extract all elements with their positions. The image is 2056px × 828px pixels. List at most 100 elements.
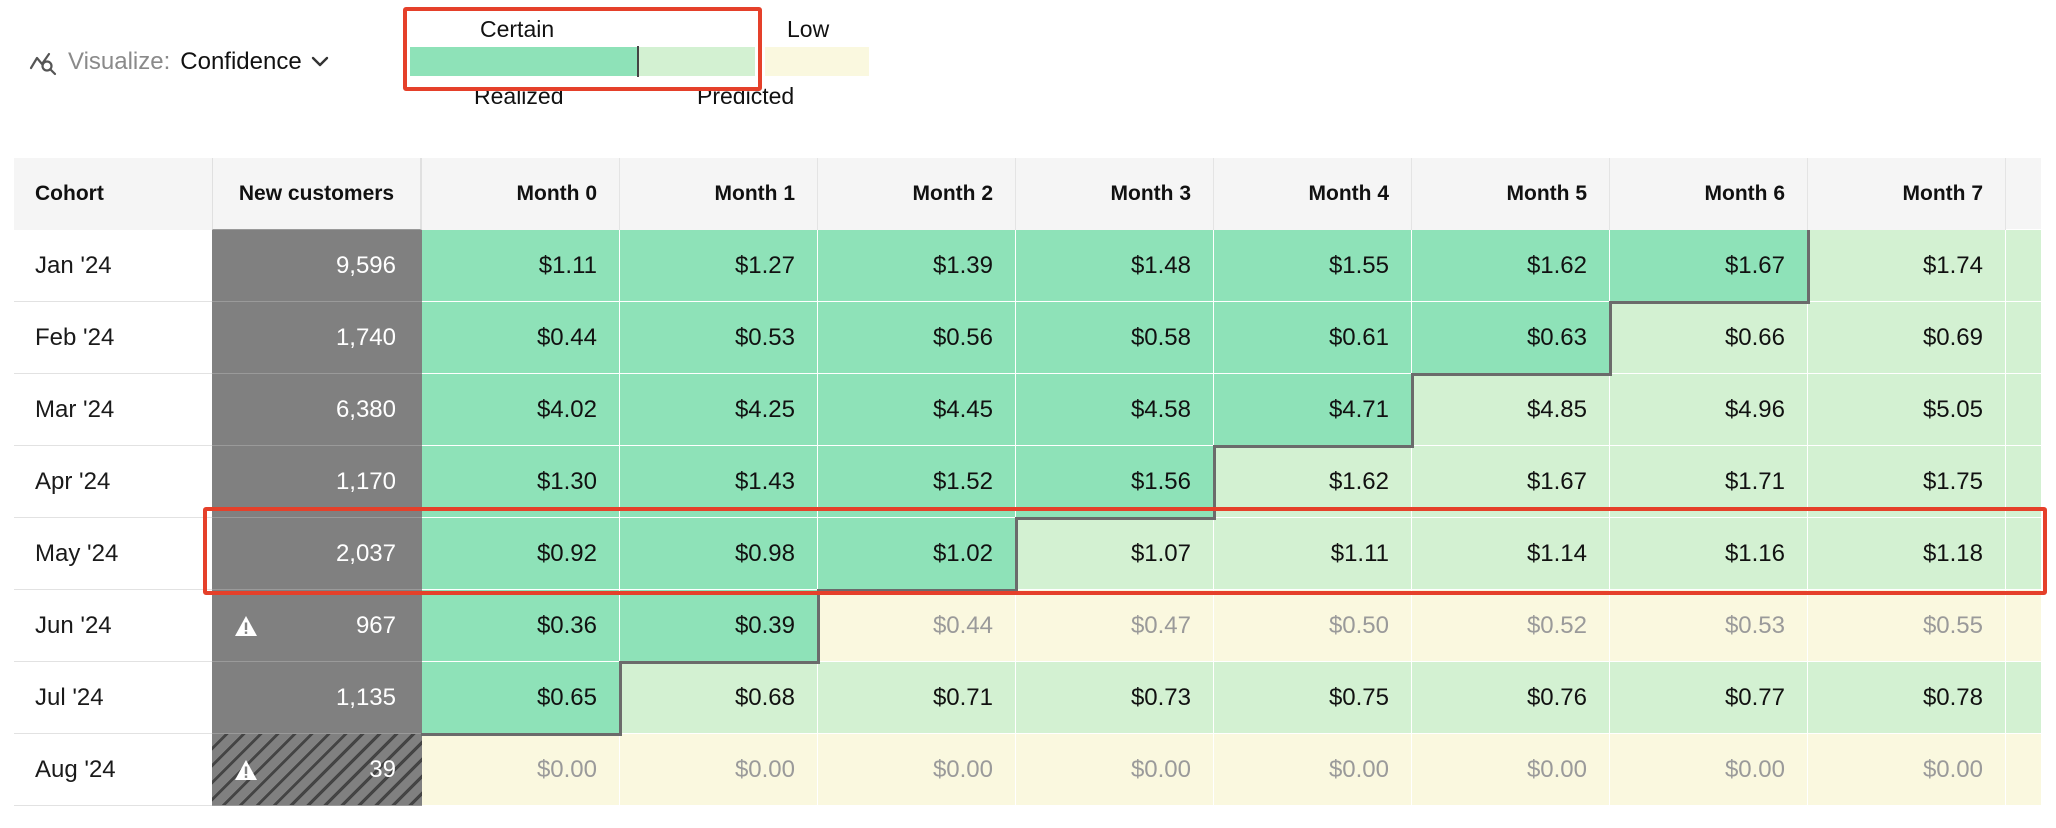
highlighted-row-box [203, 507, 2047, 595]
header-month-1[interactable]: Month 1 [620, 158, 818, 230]
cohort-cell: Mar '24 [14, 374, 212, 446]
realized-boundary-line [1609, 301, 1810, 304]
value-cell-month-5: $0.00 [1412, 734, 1610, 806]
realized-boundary-line [1807, 230, 1810, 302]
realized-boundary-line [1213, 445, 1414, 448]
legend-realized-swatch [410, 47, 638, 76]
visualize-label: Visualize: [68, 48, 171, 75]
table-row[interactable]: Aug '24 39 $0.00 $0.00 $0.00 $0.00 $0.00 $0.00 $… [14, 734, 2041, 806]
value-cell-month-4: $1.55 [1214, 230, 1412, 302]
value-cell-month-1: $0.39 [620, 590, 818, 662]
table-row[interactable]: Jan '24 9,596 $1.11 $1.27 $1.39 $1.48 $1.55 $1.… [14, 230, 2041, 302]
value-cell-month-1: $0.53 [620, 302, 818, 374]
new-customers-cell: 1,135 [212, 662, 422, 734]
value-cell-month-0: $0.92 [422, 518, 620, 590]
value-cell-month-2: $1.39 [818, 230, 1016, 302]
new-customers-value: 9,596 [335, 251, 396, 279]
cohort-cell: Jun '24 [14, 590, 212, 662]
value-cell-month-2: $1.52 [818, 446, 1016, 518]
row-tail [2006, 230, 2041, 302]
realized-boundary-line [421, 733, 622, 736]
cohort-cell: May '24 [14, 518, 212, 590]
new-customers-value: 1,740 [335, 323, 396, 351]
legend-divider [637, 46, 639, 77]
table-row[interactable]: Apr '24 1,170 $1.30 $1.43 $1.52 $1.56 $1.62 $1.… [14, 446, 2041, 518]
new-customers-value: 1,135 [335, 683, 396, 711]
header-month-0[interactable]: Month 0 [422, 158, 620, 230]
value-cell-month-7: $1.74 [1808, 230, 2006, 302]
legend-certain-label: Certain [480, 16, 555, 42]
value-cell-month-1: $0.00 [620, 734, 818, 806]
value-cell-month-0: $0.00 [422, 734, 620, 806]
value-cell-month-3: $0.47 [1016, 590, 1214, 662]
value-cell-month-5: $0.63 [1412, 302, 1610, 374]
new-customers-cell: 1,170 [212, 446, 422, 518]
row-tail [2006, 374, 2041, 446]
table-row[interactable]: Mar '24 6,380 $4.02 $4.25 $4.45 $4.58 $4.71 $4.… [14, 374, 2041, 446]
value-cell-month-6: $0.53 [1610, 590, 1808, 662]
table-row[interactable]: May '24 2,037 $0.92 $0.98 $1.02 $1.07 $1.11 $1.… [14, 518, 2041, 590]
header-month-5[interactable]: Month 5 [1412, 158, 1610, 230]
new-customers-cell: 2,037 [212, 518, 422, 590]
visualize-selector: Visualize: Confidence [28, 42, 330, 82]
realized-boundary-line [817, 590, 820, 662]
realized-boundary-line [1609, 302, 1612, 374]
value-cell-month-7: $1.18 [1808, 518, 2006, 590]
value-cell-month-4: $0.00 [1214, 734, 1412, 806]
header-month-2[interactable]: Month 2 [818, 158, 1016, 230]
row-tail [2006, 302, 2041, 374]
value-cell-month-0: $0.36 [422, 590, 620, 662]
row-tail [2006, 662, 2041, 734]
value-cell-month-6: $4.96 [1610, 374, 1808, 446]
value-cell-month-5: $0.52 [1412, 590, 1610, 662]
new-customers-cell: 6,380 [212, 374, 422, 446]
header-cohort[interactable]: Cohort [14, 158, 212, 230]
realized-boundary-line [1411, 374, 1414, 446]
table-row[interactable]: Feb '24 1,740 $0.44 $0.53 $0.56 $0.58 $0.61 $0.… [14, 302, 2041, 374]
value-cell-month-3: $4.58 [1016, 374, 1214, 446]
value-cell-month-3: $0.00 [1016, 734, 1214, 806]
warning-icon[interactable] [234, 759, 258, 781]
visualize-dropdown[interactable]: Confidence [180, 48, 329, 76]
value-cell-month-6: $1.16 [1610, 518, 1808, 590]
new-customers-cell: 967 [212, 590, 422, 662]
value-cell-month-5: $4.85 [1412, 374, 1610, 446]
table-row[interactable]: Jun '24 967 $0.36 $0.39 $0.44 $0.47 $0.50 $0.52… [14, 590, 2041, 662]
value-cell-month-1: $0.98 [620, 518, 818, 590]
legend-highlight-box [403, 7, 762, 91]
table-row[interactable]: Jul '24 1,135 $0.65 $0.68 $0.71 $0.73 $0.75 $0.… [14, 662, 2041, 734]
value-cell-month-7: $0.78 [1808, 662, 2006, 734]
cohort-cell: Aug '24 [14, 734, 212, 806]
value-cell-month-0: $1.30 [422, 446, 620, 518]
realized-boundary-line [1411, 373, 1612, 376]
new-customers-value: 2,037 [335, 539, 396, 567]
value-cell-month-2: $0.44 [818, 590, 1016, 662]
value-cell-month-2: $0.71 [818, 662, 1016, 734]
new-customers-cell: 1,740 [212, 302, 422, 374]
new-customers-value: 967 [355, 611, 396, 639]
value-cell-month-6: $0.66 [1610, 302, 1808, 374]
value-cell-month-5: $1.14 [1412, 518, 1610, 590]
new-customers-value: 1,170 [335, 467, 396, 495]
value-cell-month-2: $0.00 [818, 734, 1016, 806]
cohort-cell: Jul '24 [14, 662, 212, 734]
row-tail [2006, 734, 2041, 806]
new-customers-value: 6,380 [335, 395, 396, 423]
cohort-cell: Apr '24 [14, 446, 212, 518]
warning-icon[interactable] [234, 615, 258, 637]
legend-predicted-swatch [639, 47, 755, 76]
header-month-4[interactable]: Month 4 [1214, 158, 1412, 230]
header-new-customers[interactable]: New customers [212, 158, 422, 230]
header-month-6[interactable]: Month 6 [1610, 158, 1808, 230]
value-cell-month-7: $0.55 [1808, 590, 2006, 662]
value-cell-month-5: $1.62 [1412, 230, 1610, 302]
value-cell-month-6: $0.77 [1610, 662, 1808, 734]
cohort-cell: Jan '24 [14, 230, 212, 302]
header-month-3[interactable]: Month 3 [1016, 158, 1214, 230]
header-month-7[interactable]: Month 7 [1808, 158, 2006, 230]
value-cell-month-1: $0.68 [620, 662, 818, 734]
value-cell-month-7: $0.00 [1808, 734, 2006, 806]
value-cell-month-2: $1.02 [818, 518, 1016, 590]
row-tail [2006, 446, 2041, 518]
value-cell-month-3: $0.58 [1016, 302, 1214, 374]
